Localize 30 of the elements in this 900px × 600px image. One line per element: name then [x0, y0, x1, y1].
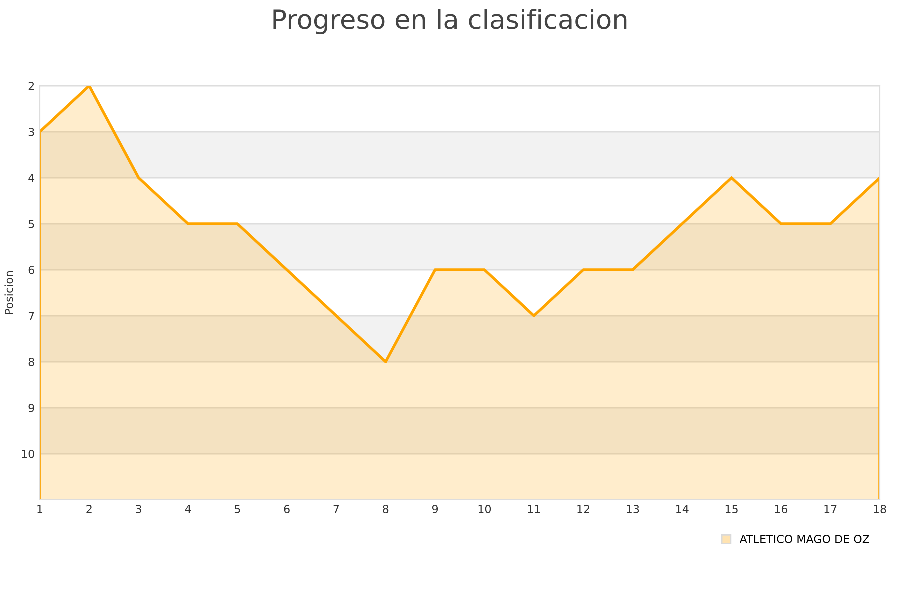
x-tick-label: 9	[432, 505, 438, 514]
x-tick-label: 3	[136, 505, 142, 514]
x-tick-label: 4	[185, 505, 192, 514]
x-tick-label: 8	[383, 505, 389, 514]
x-tick-label: 6	[284, 505, 290, 514]
y-tick-label: 4	[28, 174, 35, 182]
chart-title: Progreso en la clasificacion	[274, 9, 627, 35]
x-tick-label: 11	[528, 505, 540, 514]
x-tick-label: 12	[578, 505, 590, 514]
y-tick-label: 6	[28, 266, 34, 274]
x-tick-label: 7	[334, 505, 340, 514]
y-tick-label: 9	[28, 404, 34, 412]
x-tick-label: 14	[676, 505, 689, 514]
legend-label: ATLETICO MAGO DE OZ	[740, 535, 870, 544]
y-tick-label: 10	[22, 450, 34, 458]
x-tick-label: 2	[86, 505, 92, 514]
x-tick-label: 15	[726, 505, 738, 514]
y-tick-label: 3	[28, 128, 34, 136]
x-tick-label: 10	[478, 505, 492, 514]
y-tick-label: 2	[28, 82, 34, 90]
y-tick-label: 8	[28, 358, 34, 366]
x-tick-label: 17	[824, 505, 837, 514]
y-axis-title: Posicion	[4, 271, 14, 314]
x-tick-label: 5	[234, 505, 240, 514]
y-tick-label: 5	[28, 220, 34, 228]
y-tick-label: 7	[28, 312, 34, 320]
x-tick-label: 16	[775, 505, 788, 514]
x-tick-label: 18	[874, 505, 886, 514]
x-tick-label: 13	[627, 505, 640, 514]
x-tick-label: 1	[38, 505, 43, 514]
